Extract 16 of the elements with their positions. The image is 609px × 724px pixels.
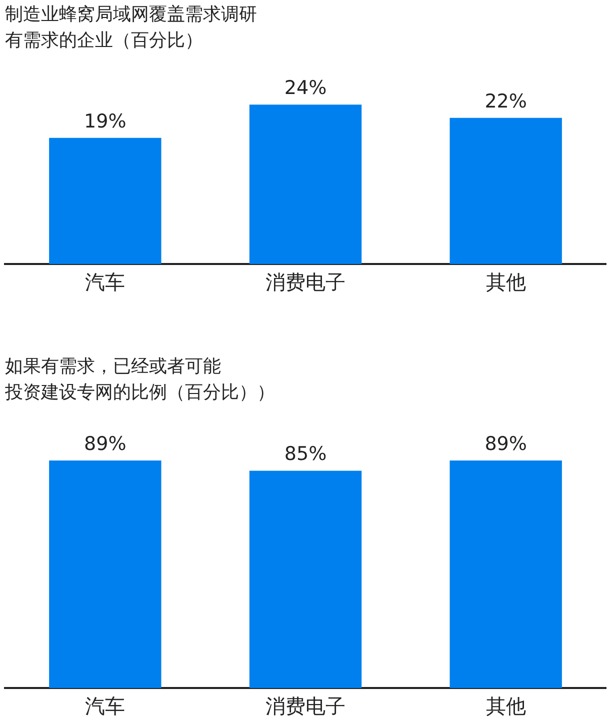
data-label: 85% (284, 443, 327, 466)
data-label: 89% (484, 432, 527, 455)
x-tick-label: 汽车 (85, 694, 126, 718)
x-tick-label: 消费电子 (266, 270, 346, 294)
chart-title: 制造业蜂窝局域网覆盖需求调研 (5, 4, 257, 25)
x-tick-label: 其他 (486, 694, 526, 718)
x-tick-label: 汽车 (85, 270, 126, 294)
chart-subtitle: 有需求的企业（百分比） (5, 30, 203, 51)
chart-title: 如果有需求，已经或者可能 (5, 356, 221, 377)
chart-subtitle: 投资建设专网的比例（百分比）） (5, 382, 275, 403)
data-label: 89% (84, 432, 126, 455)
data-label: 24% (284, 77, 327, 100)
data-label: 19% (84, 110, 126, 132)
data-label: 22% (484, 90, 527, 112)
x-tick-label: 其他 (486, 270, 526, 294)
x-tick-label: 消费电子 (266, 694, 346, 718)
